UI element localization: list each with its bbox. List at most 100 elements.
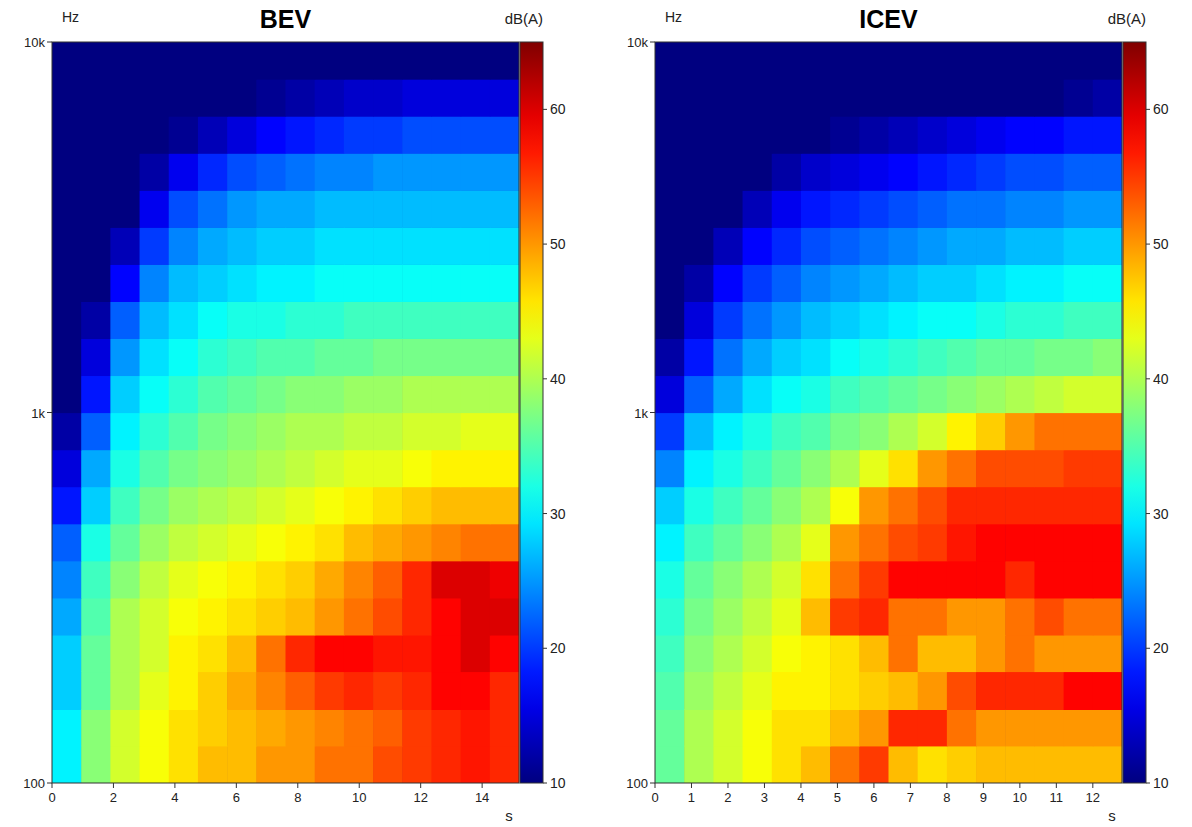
cell [402, 116, 432, 154]
cell [1093, 190, 1122, 228]
cell [947, 709, 977, 746]
cell [1034, 227, 1064, 265]
cell [198, 450, 228, 488]
x-tick [983, 783, 984, 788]
cell [889, 264, 919, 302]
cell [830, 375, 860, 413]
cell [830, 746, 860, 783]
cell [198, 301, 228, 339]
cell [344, 79, 374, 117]
cell [1093, 301, 1122, 339]
cell [1093, 153, 1122, 191]
cell [315, 524, 345, 562]
cell [976, 487, 1006, 525]
cell [373, 709, 403, 746]
cell [772, 598, 802, 636]
cell [743, 561, 773, 599]
cell [801, 598, 831, 636]
cell [830, 153, 860, 191]
cell [140, 413, 170, 451]
colorbar-tick [543, 244, 547, 245]
y-tick-label: 1k [634, 406, 648, 421]
colorbar-label: dB(A) [505, 10, 543, 27]
cell [1034, 746, 1064, 783]
colorbar-tick [543, 783, 547, 784]
cell [1093, 116, 1122, 154]
cell [490, 301, 519, 339]
cell [169, 190, 199, 228]
cell [315, 413, 345, 451]
cell [344, 598, 374, 636]
cell [918, 635, 948, 672]
cell [52, 635, 82, 672]
cell [373, 301, 403, 339]
cell [461, 79, 491, 117]
cell [713, 227, 743, 265]
colorbar-tick-label: 10 [1153, 775, 1169, 791]
cell [169, 264, 199, 302]
cell [315, 301, 345, 339]
cell [859, 264, 889, 302]
x-tick-label: 10 [1013, 790, 1027, 805]
cell [490, 116, 519, 154]
cell [140, 153, 170, 191]
cell [772, 413, 802, 451]
cell [743, 487, 773, 525]
cell [1005, 746, 1035, 783]
cell [713, 79, 743, 117]
colorbar-tick-label: 20 [1153, 640, 1169, 656]
cell [830, 450, 860, 488]
cell [1064, 116, 1094, 154]
cell [81, 301, 111, 339]
colorbar-tick-label: 20 [550, 640, 566, 656]
cell [431, 635, 461, 672]
cell [830, 413, 860, 451]
cell [402, 190, 432, 228]
cell [490, 561, 519, 599]
cell [461, 301, 491, 339]
x-tick [1056, 783, 1057, 788]
cell [976, 598, 1006, 636]
cell [713, 116, 743, 154]
colorbar-tick [543, 109, 547, 110]
cell [81, 487, 111, 525]
cell [198, 190, 228, 228]
cell [461, 190, 491, 228]
cell [110, 709, 140, 746]
x-tick-label: 2 [724, 790, 731, 805]
cell [743, 375, 773, 413]
cell [373, 79, 403, 117]
cell [140, 42, 170, 80]
cell [81, 561, 111, 599]
cell [198, 227, 228, 265]
cell [947, 153, 977, 191]
cell [169, 375, 199, 413]
cell [859, 301, 889, 339]
cell [1005, 227, 1035, 265]
cell [256, 153, 286, 191]
cell [286, 301, 316, 339]
cell [1064, 635, 1094, 672]
cell [286, 598, 316, 636]
cell [431, 227, 461, 265]
cell [801, 153, 831, 191]
cell [490, 338, 519, 376]
cell [772, 116, 802, 154]
cell [713, 671, 743, 710]
cell [198, 635, 228, 672]
cell [1064, 709, 1094, 746]
y-tick-label: 1k [31, 406, 45, 421]
cell [344, 42, 374, 80]
cell [140, 746, 170, 783]
cell [344, 671, 374, 710]
cell [402, 413, 432, 451]
cell [256, 413, 286, 451]
cell [169, 709, 199, 746]
cell [830, 598, 860, 636]
cell [684, 487, 714, 525]
y-axis-title: Hz [62, 9, 79, 25]
x-tick-label: 12 [413, 790, 427, 805]
cell [684, 671, 714, 710]
cell [947, 413, 977, 451]
y-tick-label: 10k [24, 35, 45, 50]
